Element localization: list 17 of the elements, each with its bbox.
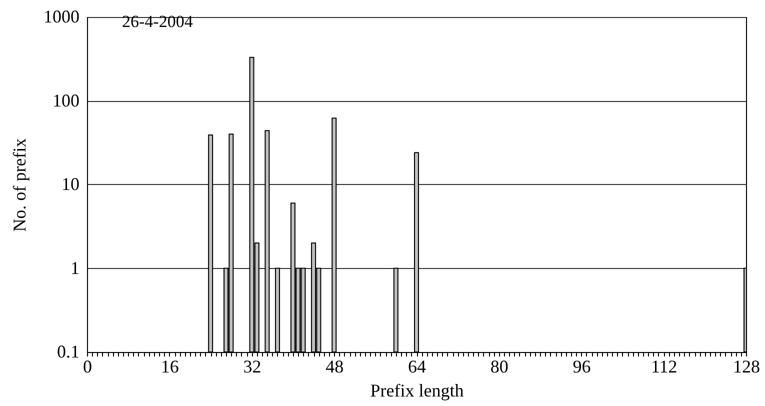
y-tick-label: 0.1 xyxy=(57,342,80,362)
x-tick-label: 48 xyxy=(326,356,344,376)
y-axis-title: No. of prefix xyxy=(10,138,30,232)
y-tick-label: 1 xyxy=(70,258,80,278)
x-tick-label: 0 xyxy=(83,356,92,376)
x-tick-label: 128 xyxy=(733,356,760,376)
y-tick-label: 10 xyxy=(62,174,80,194)
y-tick-label: 100 xyxy=(52,90,80,110)
x-tick-label: 64 xyxy=(408,356,426,376)
x-tick-label: 32 xyxy=(243,356,262,376)
annotation: 26-4-2004 xyxy=(122,12,194,31)
x-axis-title: Prefix length xyxy=(370,380,464,400)
y-tick-label: 1000 xyxy=(44,6,80,26)
x-tick-label: 80 xyxy=(490,356,508,376)
x-tick-label: 16 xyxy=(160,356,179,376)
x-tick-label: 112 xyxy=(650,356,678,376)
x-tick-label: 96 xyxy=(572,356,591,376)
